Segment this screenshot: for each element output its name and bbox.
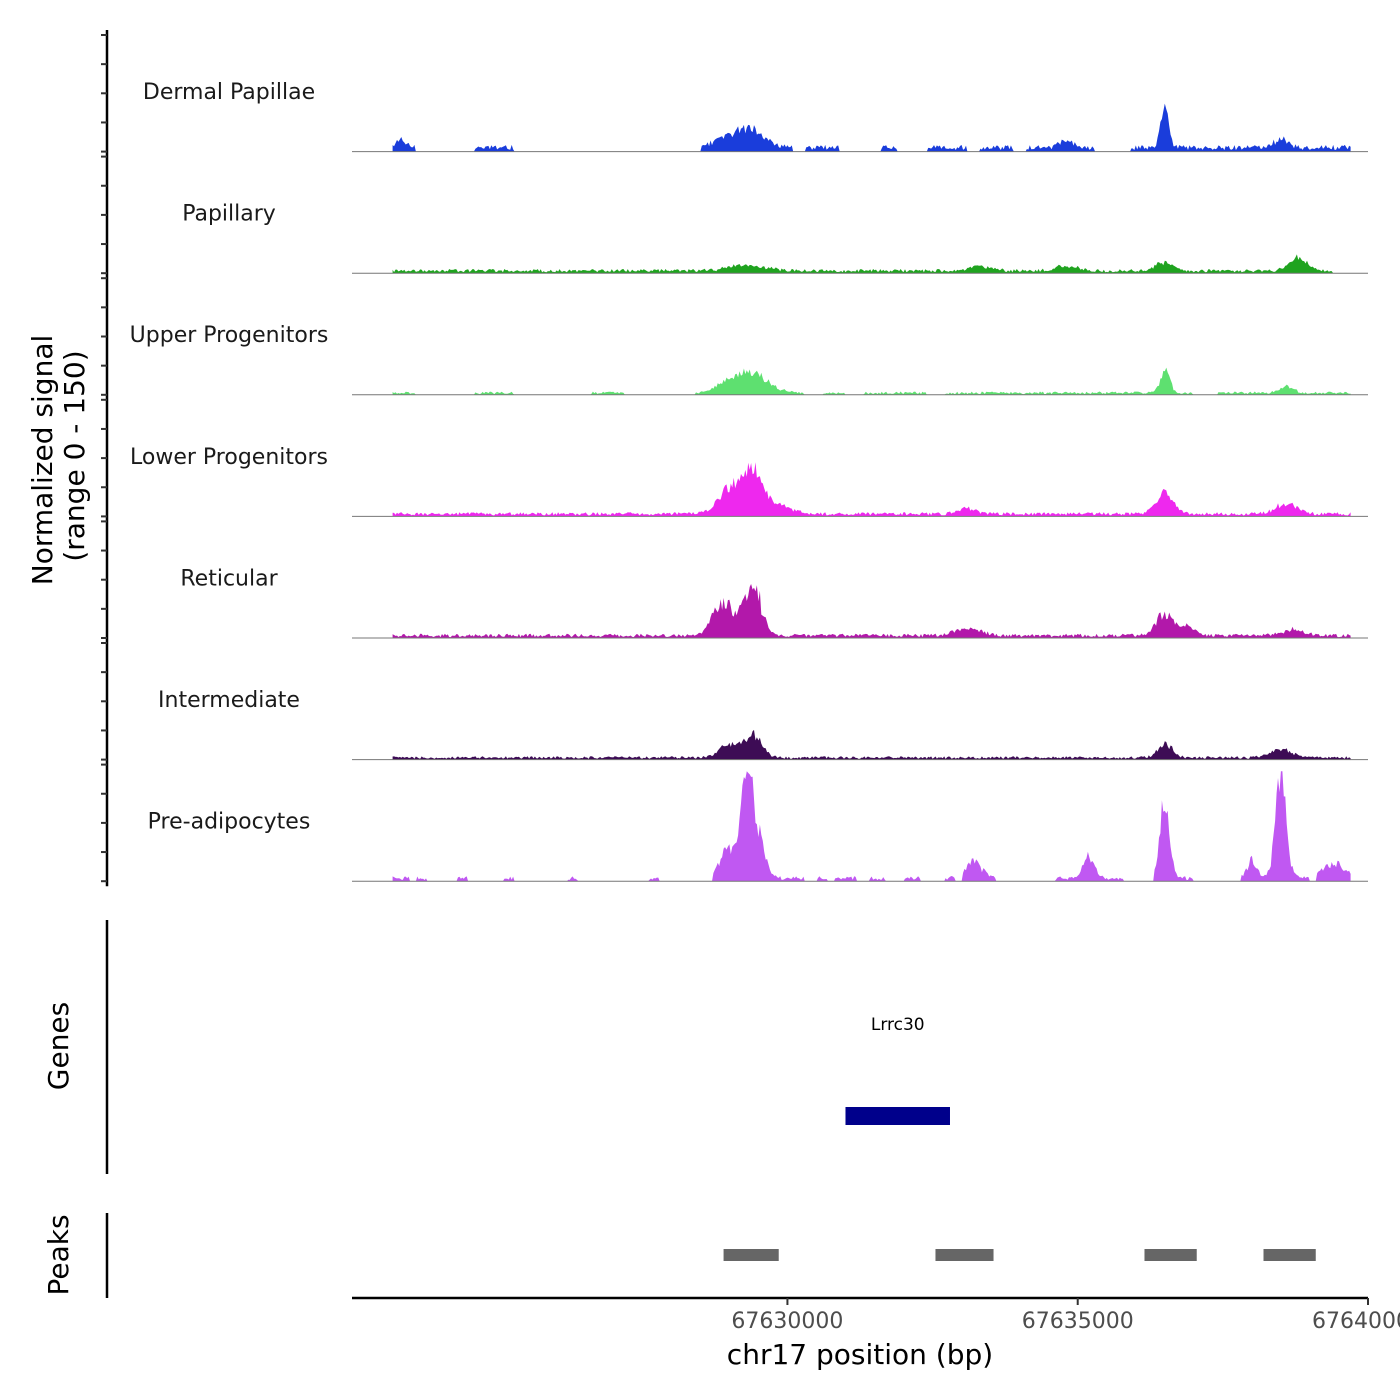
peaks-axis-title: Peaks — [42, 1214, 75, 1295]
x-tick-label: 67630000 — [731, 1309, 843, 1334]
peak-region — [1144, 1249, 1197, 1261]
track-label: Dermal Papillae — [143, 80, 315, 105]
coverage-area — [392, 254, 1351, 274]
gene-label: Lrrc30 — [871, 1015, 925, 1035]
gene-body — [845, 1107, 950, 1125]
peak-region — [935, 1249, 994, 1261]
peak-region — [1263, 1249, 1316, 1261]
y-axis-title-line1: Normalized signal — [26, 335, 59, 586]
peak-region — [723, 1249, 779, 1261]
coverage-area — [392, 584, 1351, 638]
coverage-area — [392, 771, 1351, 882]
coverage-area — [392, 729, 1351, 760]
track-label: Intermediate — [158, 688, 300, 713]
coverage-area — [392, 367, 1351, 395]
coverage-track: Pre-adipocytes — [148, 771, 1368, 882]
track-label: Upper Progenitors — [130, 323, 329, 348]
coverage-area — [392, 462, 1351, 517]
x-tick-label: 67635000 — [1022, 1309, 1134, 1334]
coverage-track: Lower Progenitors — [130, 445, 1368, 517]
coverage-area — [392, 103, 1351, 152]
coverage-track: Upper Progenitors — [130, 323, 1368, 396]
peaks-track — [105, 1213, 1316, 1298]
coverage-track: Intermediate — [158, 688, 1368, 761]
track-label: Pre-adipocytes — [148, 810, 311, 835]
track-label: Papillary — [182, 202, 276, 227]
track-label: Reticular — [180, 566, 278, 591]
y-axis-title-line2: (range 0 - 150) — [58, 350, 91, 561]
coverage-tracks: Dermal Papillae Papillary Upper Progenitor… — [101, 30, 1368, 887]
genes-axis-title: Genes — [42, 1002, 75, 1090]
coverage-track: Papillary — [182, 202, 1368, 274]
track-label: Lower Progenitors — [130, 445, 328, 470]
x-tick-label: 67640000 — [1312, 1309, 1400, 1334]
coverage-track: Reticular — [180, 566, 1368, 639]
x-axis-title: chr17 position (bp) — [727, 1338, 993, 1371]
genes-track: Lrrc30 — [105, 920, 950, 1174]
x-axis: 67630000 67635000 67640000 — [352, 1296, 1400, 1334]
coverage-track: Dermal Papillae — [143, 80, 1368, 153]
